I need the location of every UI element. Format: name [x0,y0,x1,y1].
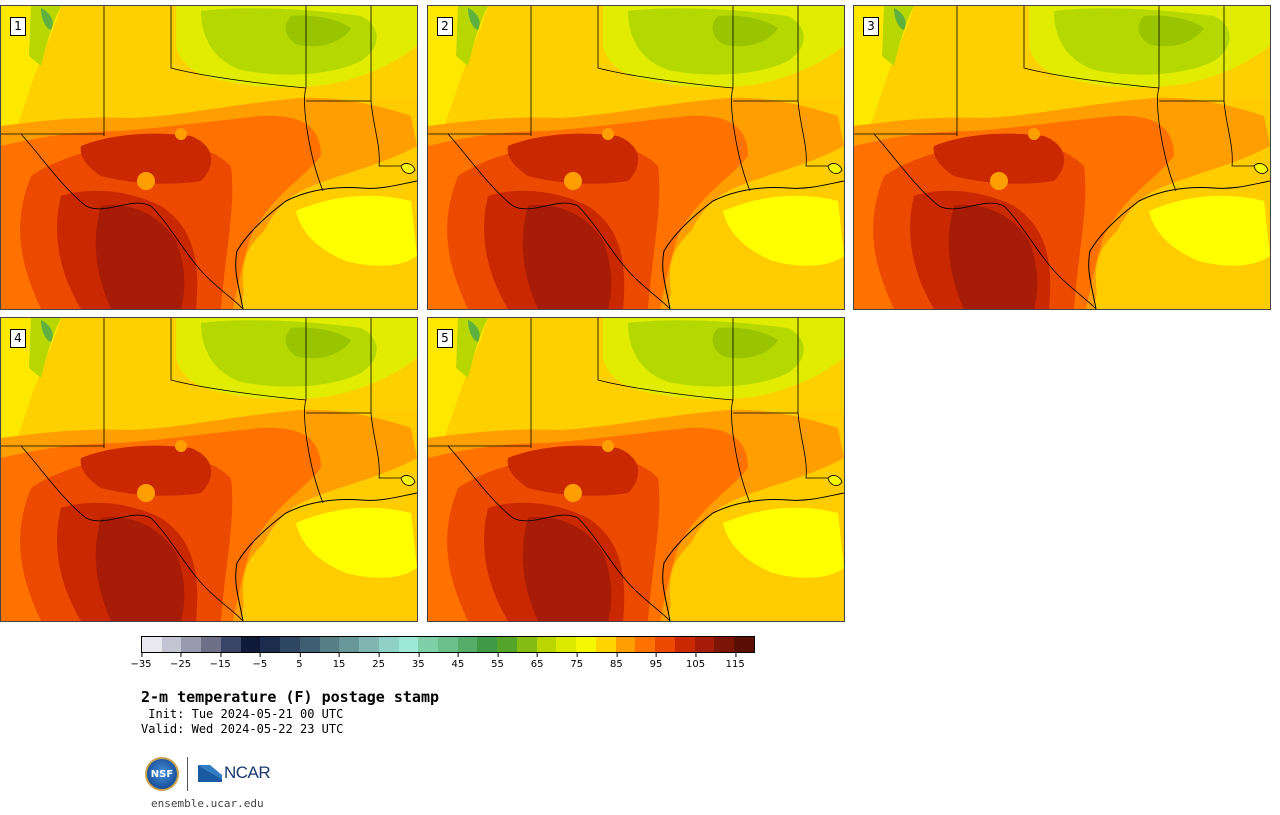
colorbar-swatch [280,637,300,652]
colorbar-swatch [418,637,439,652]
map-image [854,6,1270,309]
map-image [428,318,844,621]
nsf-logo: NSF [145,757,179,791]
member-label: 4 [10,329,26,348]
colorbar-swatch [319,637,340,652]
colorbar-swatch [398,637,419,652]
colorbar-swatch [516,637,537,652]
forecast-panel-3: 3 [853,5,1271,310]
colorbar-tick-label: −5 [252,653,267,670]
colorbar-swatch [635,637,656,652]
colorbar-swatch [378,637,399,652]
member-label: 5 [437,329,453,348]
colorbar-swatch [674,637,695,652]
colorbar-swatch [260,637,281,652]
colorbar-tick-label: 95 [650,653,662,670]
colorbar-tick-label: 75 [570,653,583,670]
member-label: 2 [437,17,453,36]
valid-time: Valid: Wed 2024-05-22 23 UTC [141,722,343,736]
forecast-panel-5: 5 [427,317,845,622]
colorbar-swatch [655,637,675,652]
nsf-logo-text: NSF [150,768,174,780]
colorbar-tick-label: 15 [333,653,345,670]
colorbar-tick-label: 25 [372,653,385,670]
colorbar-swatch [438,637,458,652]
site-url: ensemble.ucar.edu [151,797,264,810]
colorbar-tick-label: 35 [412,653,425,670]
colorbar-swatch [240,637,261,652]
init-time: Init: Tue 2024-05-21 00 UTC [141,707,343,721]
colorbar-swatch [181,637,202,652]
colorbar-tick-label: −25 [170,653,191,670]
colorbar-swatch [734,637,754,652]
forecast-panel-1: 1 [0,5,418,310]
forecast-panel-2: 2 [427,5,845,310]
map-image [1,6,417,309]
colorbar-swatch [694,637,715,652]
logo-divider [187,757,188,791]
init-value: Tue 2024-05-21 00 UTC [191,707,344,721]
colorbar-swatch [536,637,557,652]
init-label: Init: [148,707,185,721]
colorbar-swatch [714,637,735,652]
colorbar-tick-label: 5 [296,653,303,670]
colorbar-swatch [576,637,596,652]
valid-value: Wed 2024-05-22 23 UTC [191,722,344,736]
colorbar-swatch [497,637,517,652]
colorbar-swatch [299,637,320,652]
colorbar-tick-label: −35 [130,653,152,670]
ncar-mark-icon [198,765,222,782]
colorbar-swatch [359,637,379,652]
colorbar-swatch [595,637,616,652]
colorbar-tick-label: 45 [452,653,464,670]
colorbar-swatch [142,637,162,652]
colorbar-swatch [615,637,636,652]
colorbar-tick-label: 55 [491,653,504,670]
colorbar-tick-label: 85 [610,653,623,670]
colorbar-tick-label: −15 [210,653,231,670]
colorbar-swatch [220,637,241,652]
member-label: 3 [863,17,879,36]
ncar-logo: NCAR [197,762,271,784]
colorbar-tick-label: 65 [531,653,543,670]
member-label: 1 [10,17,26,36]
colorbar-swatch [339,637,360,652]
ncar-logo-text: NCAR [224,763,271,782]
colorbar-swatch [457,637,478,652]
colorbar-swatch [161,637,182,652]
colorbar-tick-label: 105 [686,653,705,670]
colorbar-swatch [477,637,498,652]
colorbar-ticks: −35 −25 −15 −5 5 15 25 35 45 55 65 75 85 95 105 115 [130,653,755,675]
plot-title: 2-m temperature (F) postage stamp [141,688,440,706]
colorbar-tick-label: 115 [726,653,745,670]
forecast-panel-4: 4 [0,317,418,622]
map-image [1,318,417,621]
map-image [428,6,844,309]
colorbar [141,636,755,653]
colorbar-swatch [556,637,577,652]
valid-label: Valid: [141,722,185,736]
colorbar-swatch [201,637,221,652]
